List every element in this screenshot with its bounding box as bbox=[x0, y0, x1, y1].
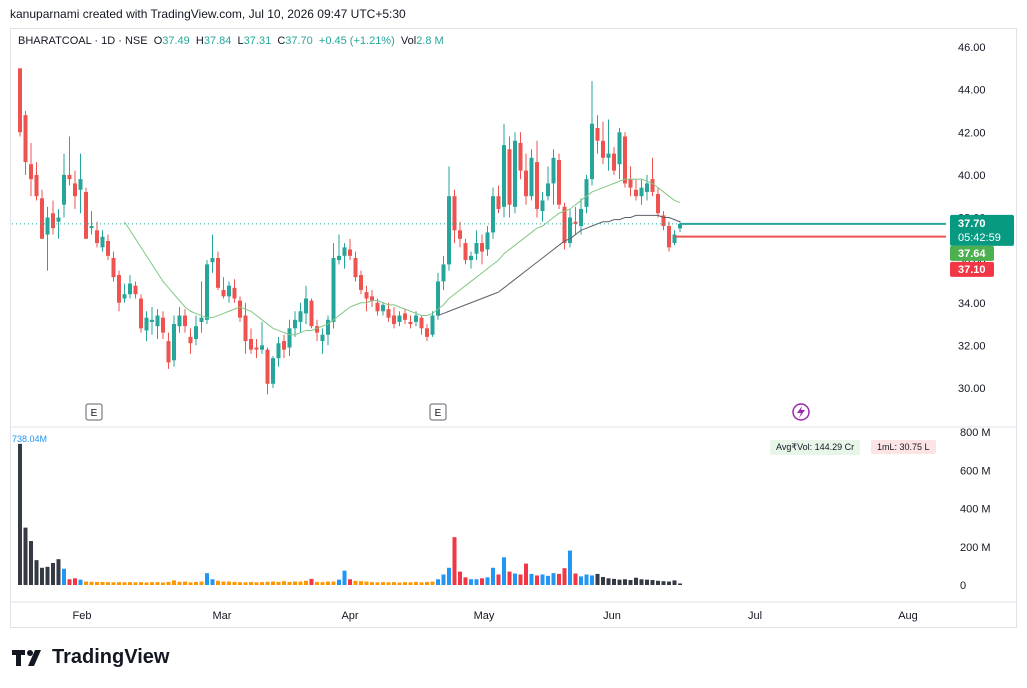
symbol-name[interactable]: BHARATCOAL · 1D · NSE bbox=[18, 35, 148, 47]
close-value: 37.70 bbox=[285, 35, 313, 47]
open-value: 37.49 bbox=[162, 35, 190, 47]
volume-label: Vol bbox=[400, 35, 417, 47]
brand-footer[interactable]: TradingView bbox=[10, 646, 169, 669]
brand-name: TradingView bbox=[52, 646, 170, 668]
high-value: 37.84 bbox=[203, 35, 232, 47]
ml-volume-pill: 1mL: 30.75 L bbox=[871, 440, 936, 454]
symbol-legend: BHARATCOAL · 1D · NSE O37.49 H37.84 L37.… bbox=[18, 35, 444, 47]
chart-credit: kanuparnami created with TradingView.com… bbox=[10, 7, 406, 21]
volume-value: 2.8 M bbox=[416, 35, 444, 47]
avg-volume-pill: Avg₹Vol: 144.29 Cr bbox=[770, 440, 861, 455]
tradingview-logo-icon bbox=[12, 649, 41, 666]
chart-frame bbox=[10, 28, 1017, 628]
close-label: C bbox=[277, 35, 286, 47]
open-label: O bbox=[153, 35, 163, 47]
change-value: +0.45 (+1.21%) bbox=[318, 35, 395, 47]
low-label: L bbox=[237, 35, 244, 47]
low-value: 37.31 bbox=[243, 35, 272, 47]
high-label: H bbox=[195, 35, 204, 47]
